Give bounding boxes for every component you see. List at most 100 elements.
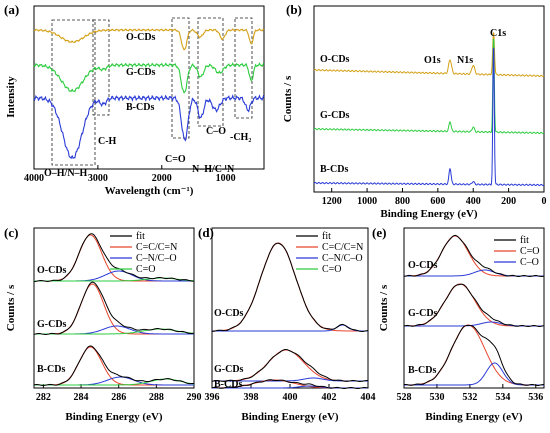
legend-label: fit: [322, 231, 331, 242]
panel-b-tick-label: 800: [395, 196, 410, 207]
panel-d-tick-label: 398: [244, 392, 259, 403]
panel-a-ann-c=o: C=O: [165, 154, 186, 165]
panel-c-name-g: G-CDs: [37, 319, 67, 330]
panel-b-tick-label: 400: [466, 196, 481, 207]
panel-c-label: (c): [4, 225, 18, 240]
panel-a-ann-ch2: -CH₂: [230, 132, 251, 143]
panel-c-tick-label: 282: [36, 392, 51, 403]
panel-a-tick-label: 2000: [152, 173, 172, 184]
panel-c-ylabel: Counts / s: [5, 284, 17, 331]
panel-e-tick-label: 536: [528, 392, 543, 403]
panel-e-name-b: B-CDs: [408, 365, 436, 376]
panel-b-ylabel: Counts / s: [282, 75, 294, 122]
panel-d: (d) Binding Energy (eV) 396 398 400 402 404 …: [198, 225, 376, 423]
panel-b-tick-label: 200: [501, 196, 516, 207]
panel-b-series-o-cds: [313, 32, 545, 78]
panel-a-tick-label: 1000: [216, 173, 236, 184]
panel-c-tick-label: 290: [187, 392, 202, 403]
panel-a-ann-nh: N–H/C–N: [192, 164, 235, 175]
panel-e-name-g: G-CDs: [408, 308, 438, 319]
panel-c-tick-label: 284: [74, 392, 89, 403]
panel-d-name-o: O-CDs: [214, 308, 244, 319]
panel-e-tick-label: 532: [462, 392, 477, 403]
panel-a-series-o-cds: [33, 28, 265, 51]
panel-e-frame: [403, 227, 545, 389]
panel-a-ylabel: Intensity: [5, 76, 17, 118]
panel-b-name-g: G-CDs: [320, 110, 350, 121]
panel-b-tick-label: 1200: [322, 196, 342, 207]
panel-d-name-b: B-CDs: [214, 379, 242, 390]
panel-d-curves: [211, 242, 369, 389]
panel-b-ticks: 1200 1000 800 600 400 200 0: [322, 188, 547, 207]
panel-e: (e) Counts / s Binding Energy (eV) 528 53…: [372, 225, 545, 423]
panel-b-ann-c1s: C1s: [490, 28, 506, 39]
panel-d-fit-curve: [212, 242, 369, 332]
panel-b-xlabel: Binding Energy (eV): [380, 208, 478, 220]
panel-a-series-g-cds: [33, 62, 265, 94]
panel-d-fit-curve: [211, 379, 369, 389]
panel-c-frame: [33, 227, 195, 389]
panel-b-name-b: B-CDs: [320, 164, 348, 175]
legend-label: C=O: [136, 264, 156, 275]
legend-label: C=O: [322, 264, 342, 275]
legend-label: fit: [520, 235, 529, 246]
panel-a-box-co: [171, 17, 190, 139]
panel-a-ann-ch: C-H: [98, 136, 117, 147]
legend-label: fit: [136, 231, 145, 242]
panel-c-fit-curve: [34, 233, 195, 283]
panel-c-name-b: B-CDs: [37, 364, 65, 375]
panel-e-component-curve: [404, 362, 544, 386]
panel-b-name-o: O-CDs: [320, 54, 350, 65]
panel-b-ann-o1s: O1s: [424, 55, 441, 66]
panel-d-xlabel: Binding Energy (eV): [241, 411, 339, 423]
panel-d-fit-curve: [211, 349, 369, 382]
panel-a-label: (a): [4, 2, 19, 17]
panel-e-xlabel: Binding Energy (eV): [425, 411, 523, 423]
panel-b-tick-label: 600: [430, 196, 445, 207]
panel-d-tick-label: 396: [205, 392, 220, 403]
panel-b-ann-n1s: N1s: [457, 55, 473, 66]
panel-a-box-oh: [51, 19, 96, 166]
panel-b-series-b-cds: [313, 47, 545, 187]
legend-label: C–O: [520, 257, 539, 268]
panel-c-fit-curve: [33, 345, 194, 386]
panel-d-label: (d): [198, 225, 214, 240]
panel-e-ylabel: Counts / s: [378, 284, 390, 331]
legend-label: C=O: [520, 246, 540, 257]
panel-b-tick-label: 1000: [357, 196, 377, 207]
panel-e-component-curve: [404, 283, 544, 327]
panel-d-tick-label: 404: [361, 392, 376, 403]
panel-d-tick-label: 402: [322, 392, 337, 403]
panel-c-xlabel: Binding Energy (eV): [65, 411, 163, 423]
panel-a-xlabel: Wavelength (cm⁻¹): [105, 185, 194, 197]
panel-e-tick-label: 534: [495, 392, 510, 403]
panel-a-ann-c-o: C–O: [206, 126, 226, 137]
panel-e-label: (e): [372, 225, 386, 240]
panel-c-tick-label: 288: [149, 392, 164, 403]
panel-a-ticks: 4000 3000 2000 1000: [24, 165, 236, 184]
panel-a-name-g: G-CDs: [126, 67, 156, 78]
panel-d-tick-label: 400: [283, 392, 298, 403]
panel-c: (c) Counts / s Binding Energy (eV) 282 28…: [4, 225, 202, 423]
legend-label: C=C/C=N: [322, 242, 363, 253]
panel-e-fit-curve: [403, 324, 544, 386]
panel-c-tick-label: 286: [111, 392, 126, 403]
panel-c-fit-curve: [33, 281, 195, 335]
panel-a-series-b-cds: [33, 94, 265, 160]
panel-e-component-curve: [404, 324, 544, 386]
panel-a-box-ch: [92, 19, 110, 116]
panel-a-name-o: O-CDs: [126, 32, 156, 43]
panel-c-curves: [33, 233, 195, 386]
panel-d-component-curve: [212, 324, 368, 332]
panel-b-label: (b): [286, 2, 302, 17]
panel-c-ticks: 282 284 286 288 290: [36, 384, 202, 403]
panel-b-series-g-cds: [313, 38, 545, 135]
panel-e-ticks: 528 530 532 534 536: [397, 384, 543, 403]
legend-label: C–N/C–O: [136, 253, 177, 264]
panel-e-fit-curve: [403, 234, 545, 277]
panel-a-tick-label: 4000: [24, 173, 44, 184]
panel-b-frame: [313, 5, 545, 193]
panel-a-frame: [33, 5, 265, 170]
